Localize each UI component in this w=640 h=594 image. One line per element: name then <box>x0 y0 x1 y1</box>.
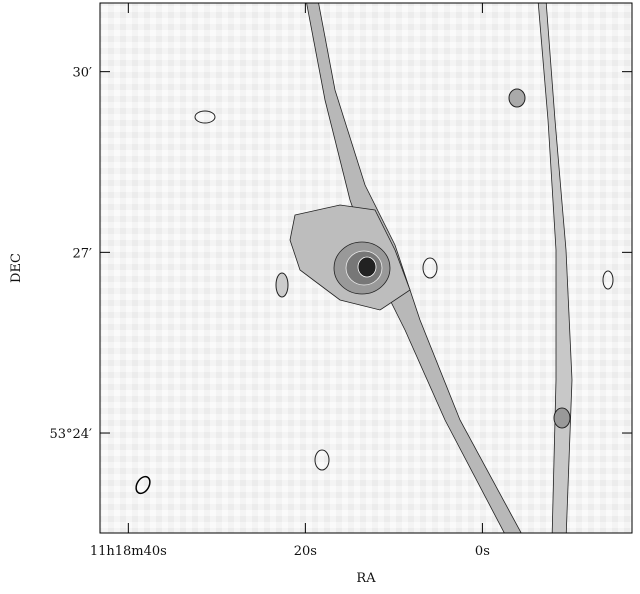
image <box>100 3 632 533</box>
contour <box>194 110 216 124</box>
x-axis-label: RA <box>356 571 376 586</box>
blob-core <box>357 256 377 278</box>
contour <box>602 270 614 290</box>
frame <box>99 2 633 534</box>
contour <box>314 449 330 471</box>
beam <box>135 475 151 495</box>
y-axis-label: DEC <box>9 253 24 283</box>
y-tick-label: 30′ <box>73 66 93 81</box>
contour <box>275 272 289 298</box>
x-tick-label: 11h18m40s <box>90 544 167 559</box>
contour <box>422 257 438 279</box>
source <box>553 407 571 429</box>
source <box>508 88 526 108</box>
stripe-right <box>537 3 573 533</box>
y-tick-label: 53°24′ <box>49 427 92 442</box>
x-tick-label: 20s <box>294 544 317 559</box>
y-tick-label: 27′ <box>73 246 93 261</box>
x-tick-label: 0s <box>475 544 490 559</box>
